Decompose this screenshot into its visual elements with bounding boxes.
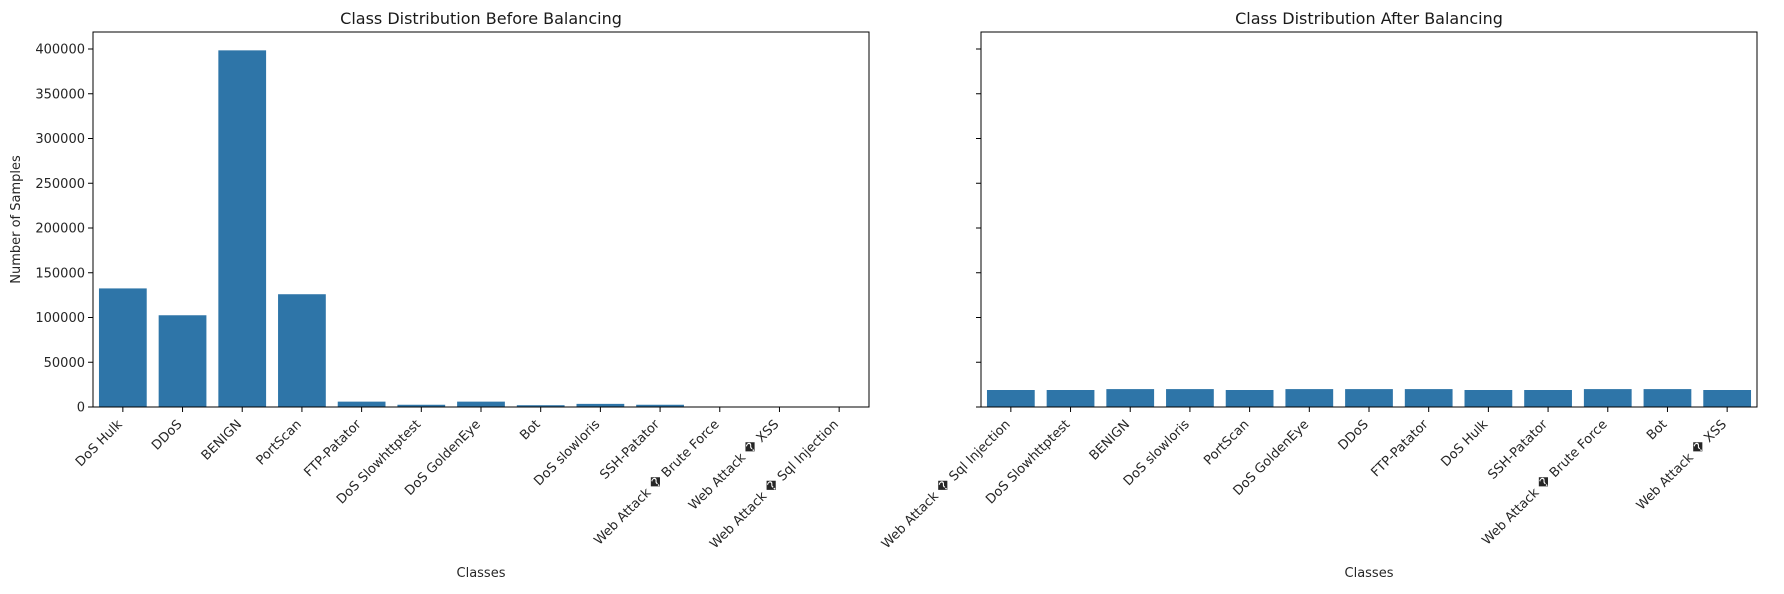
bar-7	[1345, 389, 1393, 407]
bar-5	[1226, 390, 1274, 407]
x-tick-label: DDoS	[149, 417, 185, 453]
axes-frame	[93, 32, 869, 407]
axes-frame	[981, 32, 1757, 407]
y-axis-label: Number of Samples	[9, 155, 24, 284]
x-tick-label: PortScan	[1201, 417, 1252, 468]
bar-11	[1584, 389, 1632, 407]
bar-1	[987, 390, 1035, 407]
y-tick-label: 150000	[35, 266, 85, 281]
x-tick-label: Web Attack � Sql Injection	[878, 416, 1014, 552]
bar-1	[99, 288, 147, 407]
y-tick-label: 200000	[35, 222, 85, 237]
x-tick-label: FTP-Patator	[1368, 417, 1431, 480]
y-tick-label: 350000	[35, 87, 85, 102]
x-tick-label: BENIGN	[199, 417, 245, 463]
x-tick-label: FTP-Patator	[301, 417, 364, 480]
y-tick-label: 400000	[35, 43, 85, 58]
x-tick-label: DDoS	[1336, 417, 1372, 453]
bar-5	[338, 402, 386, 407]
bar-6	[1285, 389, 1333, 407]
y-tick-label: 100000	[35, 311, 85, 326]
bar-2	[1047, 390, 1095, 407]
x-tick-label: SSH-Patator	[597, 417, 663, 483]
y-tick-label: 0	[77, 401, 85, 416]
x-tick-label: DoS Hulk	[73, 417, 126, 470]
x-tick-label: PortScan	[254, 417, 305, 468]
chart-title: Class Distribution Before Balancing	[340, 9, 622, 28]
x-axis-label: Classes	[1345, 566, 1394, 581]
bar-12	[1644, 389, 1692, 407]
bar-10	[1524, 390, 1572, 407]
bar-4	[1166, 389, 1214, 407]
chart-panel-1: 0 50000 100000 150000 200000 250000 300000 3500…	[9, 9, 869, 581]
x-axis-label: Classes	[457, 566, 506, 581]
y-tick-label: 250000	[35, 177, 85, 192]
bar-3	[1106, 389, 1154, 407]
bar-2	[159, 315, 207, 407]
x-tick-label: SSH-Patator	[1485, 417, 1551, 483]
y-tick-label: 50000	[44, 356, 85, 371]
x-tick-label: Web Attack � Brute Force	[590, 416, 723, 549]
bar-3	[218, 50, 266, 407]
bar-8	[1405, 389, 1453, 407]
x-tick-label: DoS Hulk	[1439, 417, 1492, 470]
x-tick-label: Bot	[1644, 417, 1670, 443]
y-tick-label: 300000	[35, 132, 85, 147]
bar-9	[1465, 390, 1513, 407]
bar-7	[457, 402, 505, 407]
chart-title: Class Distribution After Balancing	[1235, 9, 1503, 28]
bar-4	[278, 294, 326, 407]
x-tick-label: BENIGN	[1087, 417, 1133, 463]
x-tick-label: Bot	[517, 417, 543, 443]
x-tick-label: Web Attack � Sql Injection	[706, 416, 842, 552]
x-tick-label: Web Attack � Brute Force	[1478, 416, 1611, 549]
bar-13	[1703, 390, 1751, 407]
